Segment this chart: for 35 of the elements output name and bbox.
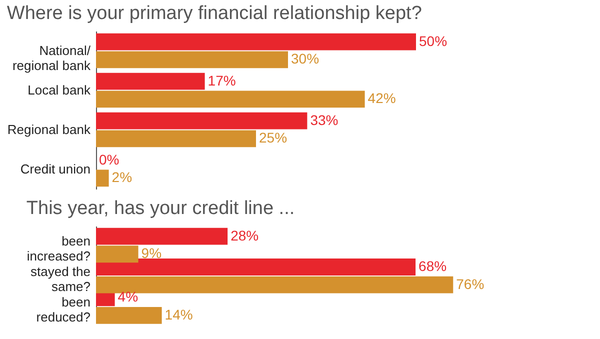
bar <box>96 90 365 108</box>
data-label: 4% <box>118 288 138 305</box>
data-label: 17% <box>208 72 236 88</box>
data-label: 33% <box>310 112 338 128</box>
data-label: 76% <box>456 276 484 292</box>
bar <box>96 307 162 324</box>
y-tick-label: been reduced? <box>36 294 90 325</box>
bar <box>96 130 256 148</box>
chart-title: Where is your primary financial relationship kept? <box>6 3 422 24</box>
bar <box>96 246 138 263</box>
bar <box>96 72 205 90</box>
data-label: 50% <box>419 32 448 49</box>
data-label: 0% <box>99 151 120 168</box>
y-tick-label: been increased? <box>26 233 90 264</box>
bar <box>96 112 308 130</box>
bar <box>96 51 288 68</box>
data-label: 25% <box>259 130 288 146</box>
y-tick-label: Local bank <box>28 82 91 98</box>
y-tick-label: stayed the same? <box>30 264 90 294</box>
bar <box>96 170 109 187</box>
data-label: 9% <box>141 245 162 262</box>
data-label: 2% <box>112 169 132 186</box>
y-tick-label: Credit union <box>20 161 90 176</box>
data-label: 28% <box>230 227 259 244</box>
bar <box>96 33 416 50</box>
y-tick-label: National/ regional bank <box>12 42 91 73</box>
data-label: 42% <box>368 90 396 106</box>
data-label: 30% <box>291 50 320 67</box>
bar <box>96 276 454 294</box>
bar <box>96 258 416 276</box>
y-tick-label: Regional bank <box>7 122 91 137</box>
bar <box>96 228 228 245</box>
data-label: 14% <box>164 306 193 322</box>
data-label: 68% <box>418 258 447 274</box>
chart-title: This year, has your credit line ... <box>26 198 295 219</box>
